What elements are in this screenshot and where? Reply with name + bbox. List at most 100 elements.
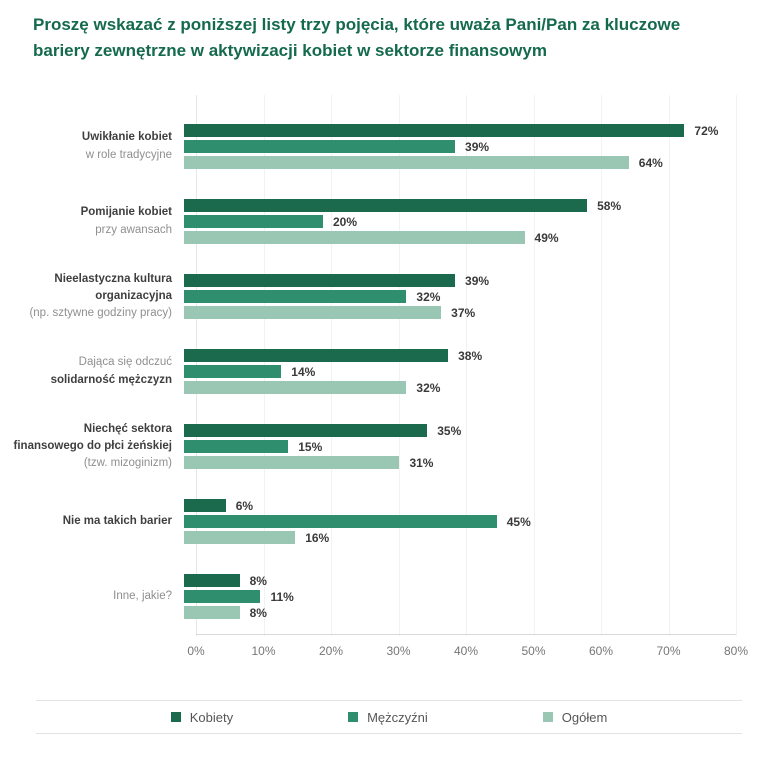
bar-kobiety xyxy=(184,349,449,362)
bar-group: 38% 14% 32% xyxy=(184,348,740,396)
bar-line: 39% xyxy=(184,139,740,155)
bar-line: 64% xyxy=(184,155,740,171)
bar-line: 15% xyxy=(184,439,740,455)
category-label: Uwikłanie kobiet w role tradycyjne xyxy=(0,129,184,164)
bar-value-label: 49% xyxy=(534,230,559,245)
bar-line: 35% xyxy=(184,423,740,439)
category-label-line: organizacyjna xyxy=(95,289,172,302)
bar-line: 72% xyxy=(184,123,740,139)
bar-mężczyźni xyxy=(184,215,323,228)
category-label-line: Nieelastyczna kultura xyxy=(54,272,172,285)
x-axis-tick: 30% xyxy=(386,644,411,658)
bar-line: 45% xyxy=(184,514,740,530)
bar-value-label: 31% xyxy=(409,455,434,470)
bar-line: 6% xyxy=(184,498,740,514)
bar-value-label: 39% xyxy=(465,273,490,288)
legend-swatch xyxy=(542,712,553,722)
bar-value-label: 39% xyxy=(465,139,490,154)
bar-mężczyźni xyxy=(184,590,261,603)
legend-item: Kobiety xyxy=(170,709,234,725)
x-axis-tick: 40% xyxy=(453,644,479,658)
category-label-line: Nie ma takich barier xyxy=(62,514,172,527)
bar-value-label: 64% xyxy=(638,155,663,170)
bar-mężczyźni xyxy=(184,365,282,378)
bar-line: 32% xyxy=(184,289,740,305)
bar-line: 49% xyxy=(184,230,740,246)
legend-label: Mężczyźni xyxy=(367,709,428,725)
chart-row: Dająca się odczuć solidarność mężczyzn 38%… xyxy=(0,334,776,409)
chart-row: Pomijanie kobiet przy awansach 58% 20% 49% xyxy=(0,184,776,259)
bar-line: 8% xyxy=(184,573,740,589)
category-label-line: (tzw. mizoginizm) xyxy=(83,457,172,470)
bar-line: 20% xyxy=(184,214,740,230)
bar-mężczyźni xyxy=(184,140,456,153)
bar-value-label: 14% xyxy=(291,364,316,379)
bar-line: 14% xyxy=(184,364,740,380)
bar-ogółem xyxy=(184,381,407,394)
bar-kobiety xyxy=(184,199,588,212)
bar-chart: Uwikłanie kobiet w role tradycyjne 72% 39% 6… xyxy=(0,95,776,669)
bar-ogółem xyxy=(184,306,442,319)
legend-item: Mężczyźni xyxy=(348,710,428,725)
legend: Kobiety Mężczyźni Ogółem xyxy=(36,700,742,734)
category-label-line: solidarność mężczyzn xyxy=(50,373,172,386)
bar-ogółem xyxy=(184,606,240,619)
bar-kobiety xyxy=(184,574,240,587)
bar-mężczyźni xyxy=(184,515,497,528)
bar-kobiety xyxy=(184,424,428,437)
bar-ogółem xyxy=(184,156,629,169)
bar-kobiety xyxy=(184,124,685,137)
category-label: Nie ma takich barier xyxy=(0,513,184,530)
legend-swatch xyxy=(348,712,359,722)
bar-line: 32% xyxy=(184,380,740,396)
gridline xyxy=(398,95,400,636)
gridline xyxy=(533,95,535,636)
bar-kobiety xyxy=(184,274,456,287)
x-axis-tick: 10% xyxy=(251,644,276,658)
bar-group: 72% 39% 64% xyxy=(184,123,740,171)
category-label-line: Niechęć sektora xyxy=(83,422,172,435)
bar-value-label: 32% xyxy=(416,380,441,395)
bar-line: 8% xyxy=(184,605,740,621)
gridline xyxy=(668,95,670,636)
bar-line: 16% xyxy=(184,530,740,546)
chart-row: Nieelastyczna kultura organizacyjna (np. s… xyxy=(0,259,776,334)
chart-row: Uwikłanie kobiet w role tradycyjne 72% 39% 6… xyxy=(0,109,776,184)
bar-line: 58% xyxy=(184,198,740,214)
legend-item: Ogółem xyxy=(542,709,608,725)
x-axis-tick: 0% xyxy=(187,644,205,658)
legend-label: Kobiety xyxy=(189,709,234,725)
chart-row: Inne, jakie? 8% 11% 8% xyxy=(0,559,776,634)
x-axis-tick: 20% xyxy=(318,644,344,658)
bar-line: 31% xyxy=(184,455,740,471)
bar-ogółem xyxy=(184,531,296,544)
x-axis-tick: 80% xyxy=(723,644,749,658)
bar-ogółem xyxy=(184,456,400,469)
bar-value-label: 6% xyxy=(235,498,254,513)
category-label: Niechęć sektora finansowego do płci żeńsk… xyxy=(0,421,184,473)
category-label-line: finansowego do płci żeńskiej xyxy=(13,439,172,452)
chart-title: Proszę wskazać z poniższej listy trzy po… xyxy=(33,12,753,65)
x-axis: 0% 10% 20% 30% 40% 50% 60% 70% 80% xyxy=(187,634,748,669)
bar-value-label: 8% xyxy=(249,605,267,620)
gridline xyxy=(466,95,467,636)
chart-title-line-2: bariery zewnętrzne w aktywizacji kobiet … xyxy=(33,41,547,61)
gridline xyxy=(331,95,332,636)
bar-mężczyźni xyxy=(184,440,289,453)
legend-label: Ogółem xyxy=(561,709,608,725)
category-label: Pomijanie kobiet przy awansach xyxy=(0,204,184,239)
bar-value-label: 35% xyxy=(437,423,462,438)
bar-value-label: 11% xyxy=(270,589,294,604)
x-axis-tick: 70% xyxy=(656,644,681,658)
category-label-line: przy awansach xyxy=(95,223,172,236)
bar-value-label: 20% xyxy=(333,214,358,229)
bar-mężczyźni xyxy=(184,290,407,303)
bar-value-label: 45% xyxy=(506,514,531,529)
bar-value-label: 38% xyxy=(458,348,483,363)
bar-line: 37% xyxy=(184,305,740,321)
bar-group: 58% 20% 49% xyxy=(184,198,740,246)
bar-group: 39% 32% 37% xyxy=(184,273,740,321)
bar-line: 38% xyxy=(184,348,740,364)
category-label-line: w role tradycyjne xyxy=(85,148,172,161)
